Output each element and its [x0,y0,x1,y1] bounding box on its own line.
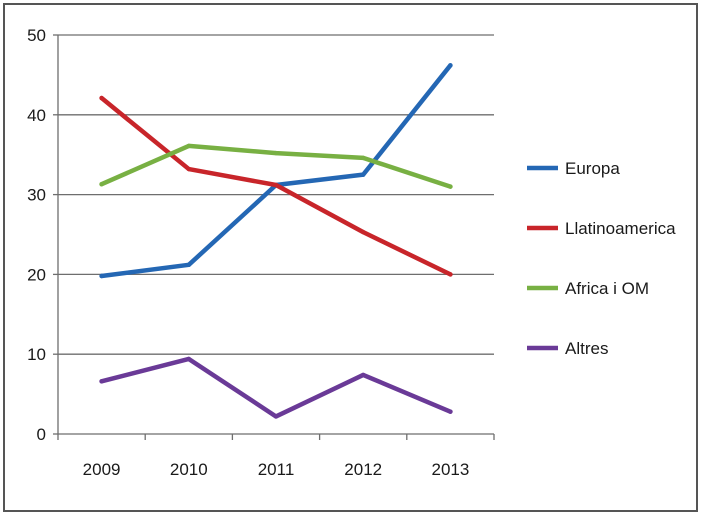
data-point [448,63,453,68]
data-point [273,150,279,156]
x-tick-label: 2010 [170,460,208,479]
x-tick-label: 2009 [83,460,121,479]
gridlines [58,34,494,355]
legend-label: Europa [565,159,620,178]
data-point [448,409,453,414]
data-point [448,272,453,277]
data-point [99,95,104,101]
y-tick-label: 20 [27,265,46,284]
legend: Europa Llatinoamerica Africa i OM Altres [527,159,676,358]
y-tick-label: 0 [37,425,46,444]
series-lines [99,63,453,419]
y-tick-label: 10 [27,345,46,364]
y-tick-labels: 0 10 20 30 40 50 [27,26,46,444]
axes [53,34,495,440]
y-tick-label: 30 [27,186,46,205]
legend-label: Llatinoamerica [565,219,676,238]
legend-label: Africa i OM [565,279,649,298]
y-tick-label: 50 [27,26,46,45]
legend-label: Altres [565,339,608,358]
data-point [361,155,366,161]
data-point [273,414,279,419]
series-line-altres [99,356,453,419]
chart-frame [3,3,698,512]
x-tick-labels: 2009 2010 2011 2012 2013 [83,460,470,479]
x-tick-label: 2012 [344,460,382,479]
data-point [273,182,279,188]
y-tick-label: 40 [27,106,46,125]
x-tick-label: 2013 [431,460,469,479]
data-point [186,166,191,172]
legend-item: Altres [527,339,608,358]
data-point [361,172,366,177]
data-point [361,229,366,235]
legend-item: Llatinoamerica [527,219,676,238]
legend-item: Africa i OM [527,279,649,298]
data-point [448,184,453,189]
data-point [186,356,191,362]
x-tick-label: 2011 [258,460,295,479]
data-point [99,379,104,384]
data-point [99,273,104,279]
legend-item: Europa [527,159,620,178]
data-point [99,182,104,187]
data-point [361,372,366,378]
data-point [186,143,191,149]
data-point [186,262,191,268]
